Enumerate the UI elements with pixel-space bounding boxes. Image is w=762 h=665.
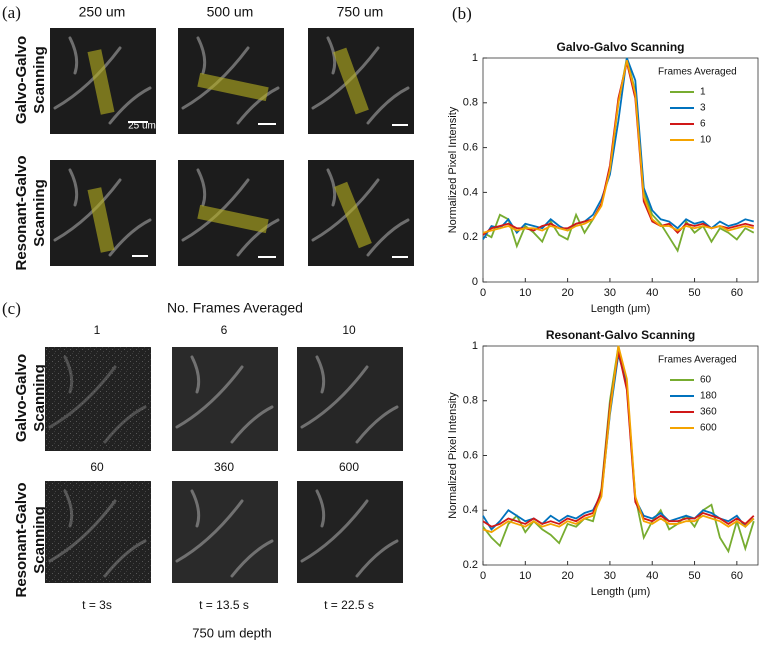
x-tick-label: 0 — [480, 570, 486, 582]
panel-label: (a) — [2, 3, 21, 22]
legend-label: 180 — [700, 391, 717, 402]
x-tick-label: 0 — [480, 287, 486, 299]
row-label-line: Scanning — [31, 179, 48, 247]
row-label-line: Resonant-Galvo — [13, 482, 30, 597]
column-label: 250 um — [79, 4, 126, 20]
legend-label: 360 — [700, 407, 717, 418]
y-tick-label: 0.6 — [463, 142, 478, 154]
legend-label: 6 — [700, 119, 706, 130]
y-axis-label: Normalized Pixel Intensity — [447, 106, 459, 233]
frame-label: 6 — [221, 323, 228, 337]
x-tick-label: 20 — [561, 287, 573, 299]
row-label: Resonant-Galvo Scanning — [13, 482, 48, 597]
x-tick-label: 40 — [646, 287, 658, 299]
y-tick-label: 0.4 — [463, 186, 478, 198]
plot-area — [482, 345, 759, 566]
panel-label: (b) — [452, 4, 472, 23]
legend-label: 600 — [700, 423, 717, 434]
row-label-line: Scanning — [31, 506, 48, 574]
legend-label: 1 — [700, 87, 706, 98]
row-label: Resonant-Galvo Scanning — [13, 155, 48, 270]
image-grid-a — [50, 28, 414, 266]
x-tick-label: 10 — [519, 287, 531, 299]
x-tick-label: 50 — [688, 287, 700, 299]
row-label-line: Scanning — [31, 364, 48, 432]
x-tick-label: 60 — [731, 287, 743, 299]
series-line — [482, 60, 754, 234]
y-tick-label: 0.2 — [463, 559, 478, 571]
legend-label: 10 — [700, 135, 712, 146]
column-label: 750 um — [337, 4, 384, 20]
x-tick-label: 30 — [604, 287, 616, 299]
x-tick-label: 50 — [688, 570, 700, 582]
y-axis-label: Normalized Pixel Intensity — [447, 392, 459, 519]
legend-title: Frames Averaged — [658, 67, 737, 78]
x-tick-label: 40 — [646, 570, 658, 582]
legend-label: 3 — [700, 103, 706, 114]
y-tick-label: 0.8 — [463, 97, 478, 109]
chart-title: Resonant-Galvo Scanning — [546, 328, 695, 342]
series-line — [482, 345, 755, 534]
y-tick-label: 1 — [472, 52, 478, 64]
y-tick-label: 0.4 — [463, 504, 478, 516]
frame-label: 1 — [94, 323, 101, 337]
panel-title: No. Frames Averaged — [167, 300, 303, 316]
y-tick-label: 0.8 — [463, 395, 478, 407]
frame-label: 60 — [90, 460, 104, 474]
x-tick-label: 20 — [561, 570, 573, 582]
time-label: t = 13.5 s — [199, 598, 249, 612]
frame-label: 600 — [339, 460, 359, 474]
y-tick-label: 0 — [472, 276, 478, 288]
x-axis-label: Length (μm) — [591, 586, 651, 598]
x-tick-label: 10 — [519, 570, 531, 582]
time-label: t = 3s — [82, 598, 112, 612]
scale-bar-label: 25 um — [128, 121, 156, 132]
row-label: Galvo-Galvo Scanning — [13, 36, 48, 124]
x-tick-label: 60 — [731, 570, 743, 582]
row-label-line: Scanning — [31, 46, 48, 114]
y-tick-label: 1 — [472, 340, 478, 352]
y-tick-label: 0.2 — [463, 231, 478, 243]
row-label: Galvo-Galvo Scanning — [13, 354, 48, 442]
panel-label: (c) — [2, 299, 21, 318]
x-axis-label: Length (μm) — [591, 303, 651, 315]
row-label-line: Galvo-Galvo — [13, 36, 30, 124]
row-label-line: Galvo-Galvo — [13, 354, 30, 442]
image-grid-c — [45, 347, 403, 583]
legend-title: Frames Averaged — [658, 355, 737, 366]
frame-label: 360 — [214, 460, 234, 474]
frame-label: 10 — [342, 323, 356, 337]
chart-title: Galvo-Galvo Scanning — [556, 40, 684, 54]
legend-label: 60 — [700, 375, 712, 386]
y-tick-label: 0.6 — [463, 449, 478, 461]
footer: 750 um depth — [192, 625, 272, 640]
column-label: 500 um — [207, 4, 254, 20]
time-label: t = 22.5 s — [324, 598, 374, 612]
row-label-line: Resonant-Galvo — [13, 155, 30, 270]
x-tick-label: 30 — [604, 570, 616, 582]
